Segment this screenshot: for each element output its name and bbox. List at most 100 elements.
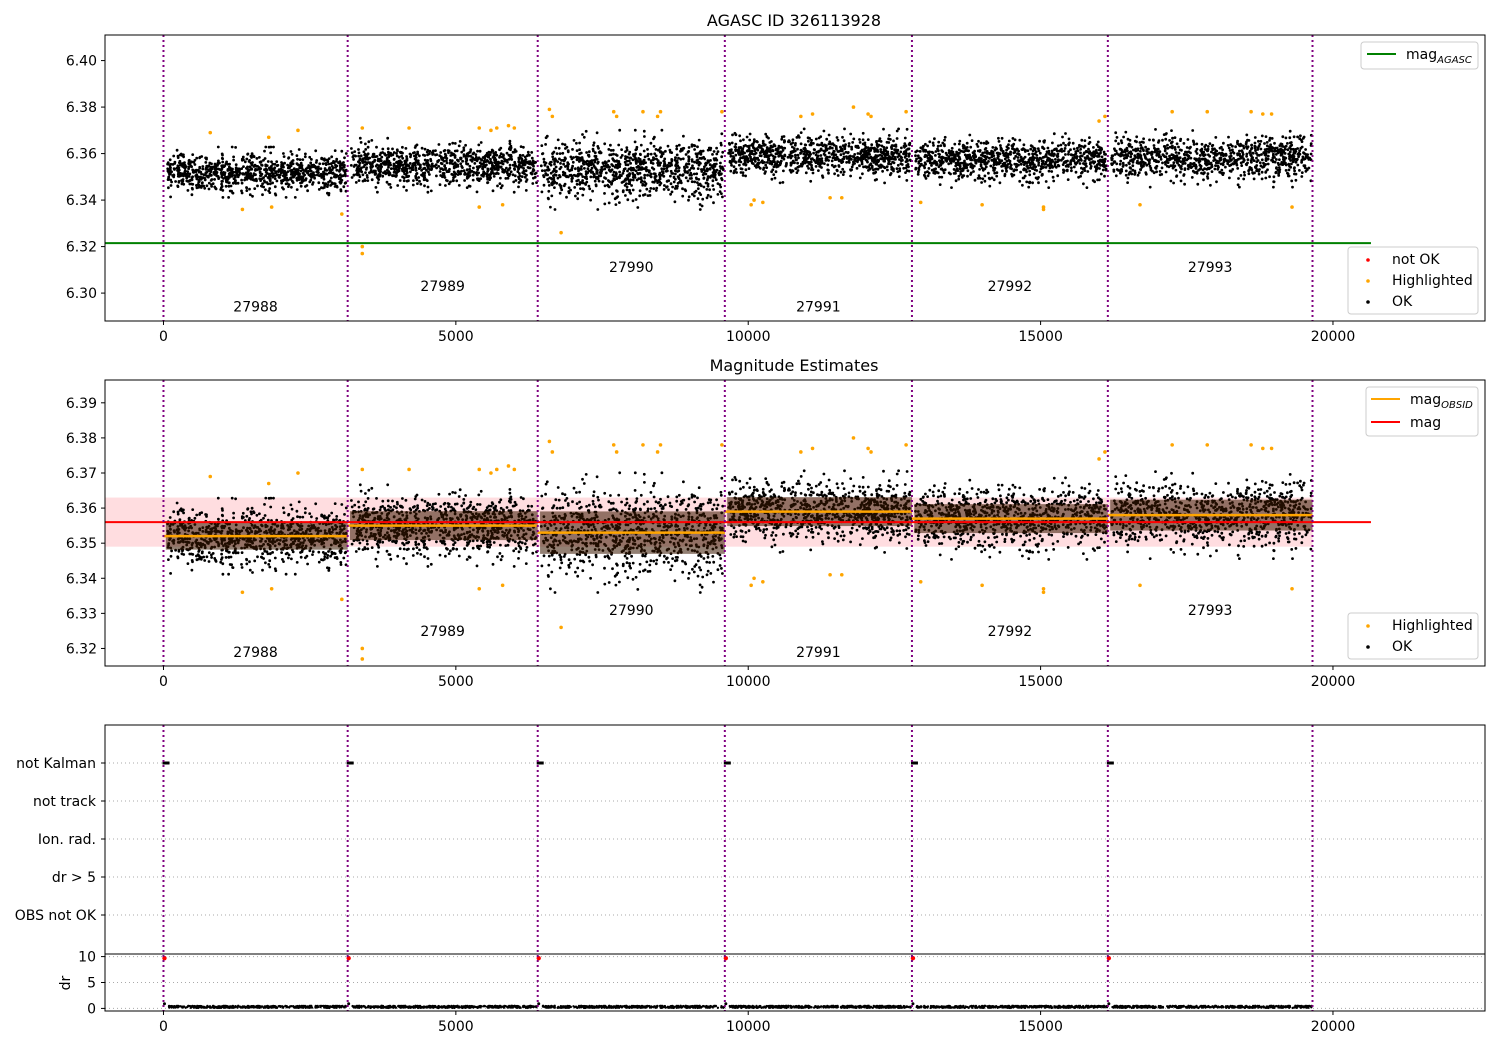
highlighted-point [1290, 586, 1294, 591]
highlighted-point [477, 205, 482, 209]
highlighted-point [614, 450, 619, 454]
legend-highlighted-label: Highlighted [1392, 618, 1473, 634]
highlighted-point [1269, 112, 1274, 116]
highlighted-point [752, 576, 756, 581]
dr-point [1107, 1002, 1111, 1006]
obsid-label: 27991 [796, 300, 841, 316]
highlighted-point [839, 572, 844, 577]
bottom-plot-frame [104, 724, 1486, 1012]
y-tick-label: 6.37 [66, 466, 97, 482]
highlighted-point [866, 446, 870, 451]
dr-tick-label: 0 [87, 1001, 96, 1017]
highlighted-point [266, 481, 271, 486]
y-tick-label: 6.36 [66, 501, 97, 517]
obsid-label: 27990 [609, 603, 654, 619]
top-axes: 0 5000 10000 15000 20000 6.30 6.32 6.34 6.36 6.38… [66, 54, 1355, 345]
highlighted-point [477, 467, 482, 472]
highlighted-point [611, 443, 616, 447]
highlighted-point [1103, 450, 1107, 454]
dr-point [724, 1002, 728, 1006]
flag-row-label: OBS not OK [15, 908, 97, 924]
top-scatter-points [166, 105, 1313, 256]
x-tick-label: 0 [159, 1019, 168, 1035]
flag-row-label: not Kalman [16, 756, 96, 772]
legend-box [1347, 612, 1479, 660]
highlighted-point [752, 198, 756, 202]
legend-ok-marker [1366, 645, 1370, 649]
highlighted-point [828, 572, 832, 577]
dr-axis-label: dr [58, 975, 74, 990]
highlighted-point [512, 467, 517, 472]
highlighted-point [980, 202, 984, 207]
flag-grid [105, 762, 1485, 916]
x-tick-label: 15000 [1018, 1019, 1063, 1035]
highlighted-point [1103, 114, 1107, 119]
obsid-label: 27988 [233, 300, 278, 316]
highlighted-point [1138, 202, 1142, 207]
highlighted-point [360, 657, 365, 661]
y-tick-label: 6.36 [66, 147, 97, 163]
mid-legend-lower: Highlighted OK [1347, 612, 1479, 660]
highlighted-point [340, 212, 344, 216]
highlighted-point [269, 586, 274, 591]
mid-overlay: 27988 27989 27990 27991 27992 27993 [105, 380, 1371, 666]
flag-row-label: Ion. rad. [38, 832, 96, 848]
top-overlay: 27988 27989 27990 27991 27992 27993 [105, 35, 1371, 321]
obsid-label: 27991 [796, 645, 841, 661]
dr-points [167, 1004, 1313, 1010]
highlighted-point [550, 450, 555, 454]
highlighted-point [761, 579, 765, 584]
mid-plot-frame [104, 379, 1486, 667]
legend-not-ok-marker [1366, 258, 1370, 262]
dr-point [347, 1002, 351, 1006]
highlighted-point [494, 467, 499, 472]
bottom-panel: not Kalman not track Ion. rad. dr > 5 OBS no… [15, 724, 1486, 1035]
dr-spike-point [162, 955, 167, 961]
highlighted-point [658, 109, 663, 114]
dr-point [537, 1002, 541, 1006]
highlighted-point [866, 112, 870, 116]
highlighted-point [839, 195, 844, 200]
highlighted-point [500, 202, 505, 207]
dr-plot [105, 955, 1485, 1010]
legend-box [1360, 41, 1479, 70]
highlighted-point [1249, 443, 1253, 447]
x-tick-label: 5000 [438, 1019, 474, 1035]
highlighted-point [1290, 205, 1294, 209]
highlighted-point [641, 109, 645, 114]
highlighted-point [810, 112, 815, 116]
top-chart-title: AGASC ID 326113928 [707, 11, 881, 30]
legend-mag-label: mag [1410, 415, 1441, 431]
highlighted-point [296, 471, 300, 475]
x-tick-label: 15000 [1018, 329, 1063, 345]
obsid-label: 27992 [988, 624, 1033, 640]
dr-spike-point [346, 955, 351, 961]
top-panel: AGASC ID 326113928 279882798927990279912… [66, 11, 1486, 345]
x-tick-label: 20000 [1311, 674, 1356, 690]
dr-point [162, 1002, 166, 1006]
legend-not-ok-label: not OK [1392, 252, 1440, 268]
y-tick-label: 6.33 [66, 606, 97, 622]
highlighted-point [1138, 583, 1142, 588]
highlighted-point [547, 439, 552, 444]
mid-axes: 0 5000 10000 15000 20000 6.32 6.33 6.34 6.35 6.36… [66, 396, 1355, 690]
highlighted-point [1205, 109, 1210, 114]
x-tick-label: 10000 [726, 674, 771, 690]
highlighted-point [269, 205, 274, 209]
x-tick-label: 0 [159, 329, 168, 345]
obsid-label: 27993 [1188, 603, 1233, 619]
highlighted-point [904, 443, 908, 447]
legend-ok-label: OK [1392, 639, 1413, 655]
highlighted-point [918, 579, 923, 584]
obsid-label: 27989 [420, 279, 465, 295]
highlighted-point [810, 446, 815, 451]
highlighted-point [749, 583, 753, 588]
highlighted-point [494, 126, 499, 130]
y-tick-label: 6.30 [66, 286, 97, 302]
highlighted-point [407, 126, 411, 130]
highlighted-point [559, 230, 563, 235]
highlighted-point [489, 471, 493, 475]
x-tick-label: 10000 [726, 329, 771, 345]
dr-tick-label: 10 [78, 950, 96, 966]
